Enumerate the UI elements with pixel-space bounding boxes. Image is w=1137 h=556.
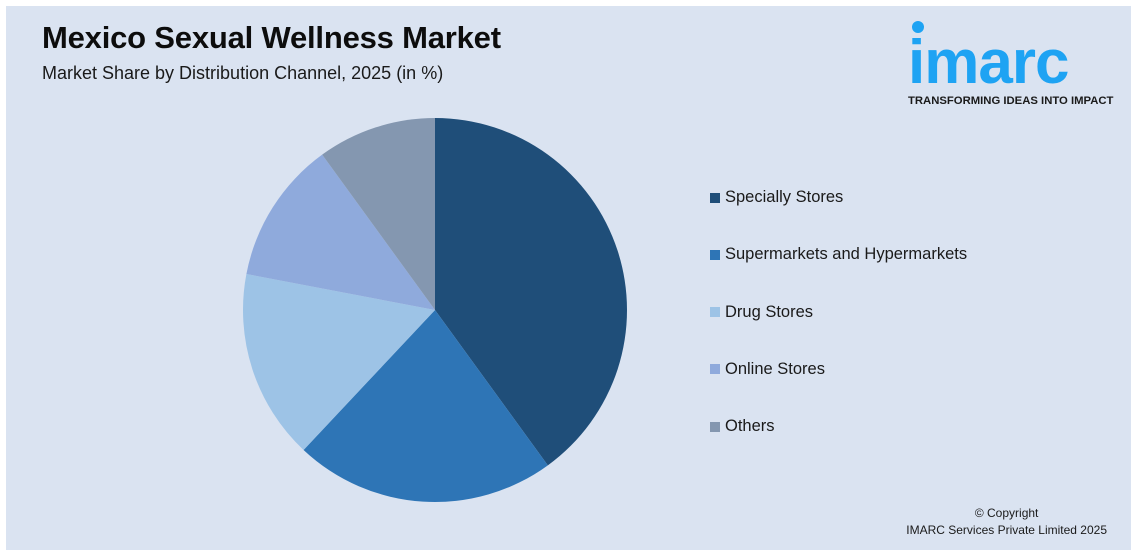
copyright-notice: © Copyright IMARC Services Private Limit… xyxy=(906,505,1107,539)
copyright-label: © Copyright xyxy=(974,506,1039,520)
legend-swatch-icon xyxy=(710,364,720,375)
legend-label: Others xyxy=(725,417,775,436)
legend-swatch-icon xyxy=(710,249,720,260)
legend-swatch-icon xyxy=(710,192,720,203)
legend-label: Drug Stores xyxy=(725,302,814,321)
pie-slice-specially-stores xyxy=(435,118,628,466)
legend-item: Supermarkets and Hypermarkets xyxy=(710,245,967,264)
legend-label: Specially Stores xyxy=(725,188,844,206)
imarc-logo: imarc TRANSFORMING IDEAS INTO IMPACT xyxy=(906,16,1126,116)
pie-slice-others xyxy=(322,118,435,310)
chart-title: Mexico Sexual Wellness Market xyxy=(42,20,501,55)
legend-item: Online Stores xyxy=(710,360,825,379)
legend-swatch-icon xyxy=(710,307,720,318)
chart-subtitle: Market Share by Distribution Channel, 20… xyxy=(42,63,444,83)
chart-panel: Mexico Sexual Wellness Market Market Sha… xyxy=(6,6,1131,550)
legend-label: Online Stores xyxy=(725,359,825,378)
legend-item: Drug Stores xyxy=(710,303,813,322)
pie-slice-supermarkets-and-hypermarkets xyxy=(303,310,548,503)
logo-wordmark: imarc xyxy=(908,28,1069,97)
legend-label: Supermarkets and Hypermarkets xyxy=(725,245,968,264)
legend-item: Others xyxy=(710,417,775,436)
logo-tagline: TRANSFORMING IDEAS INTO IMPACT xyxy=(908,95,1114,107)
legend-swatch-icon xyxy=(710,421,720,432)
copyright-company: IMARC Services Private Limited 2025 xyxy=(906,523,1107,537)
pie-slice-drug-stores xyxy=(243,274,435,450)
logo-dot-icon xyxy=(912,21,924,33)
pie-chart xyxy=(243,118,628,503)
pie-slice-online-stores xyxy=(246,154,435,310)
legend-item: Specially Stores xyxy=(710,188,843,207)
